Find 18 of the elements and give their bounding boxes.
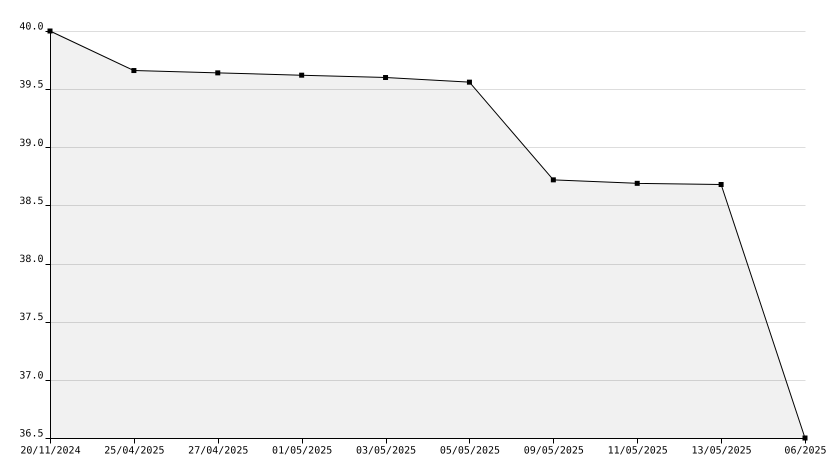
y-tick-label: 39.0: [19, 138, 44, 149]
x-tick-label: 25/04/2025: [104, 446, 164, 456]
y-tick-label: 39.5: [19, 80, 44, 91]
y-tick-label: 38.0: [19, 254, 44, 266]
x-tick-label: 05/05/2025: [440, 446, 500, 456]
x-tick-label: 27/04/2025: [188, 446, 248, 456]
y-tick-label: 38.5: [19, 196, 44, 207]
x-tick-label: 03/05/2025: [356, 446, 416, 456]
x-tick-label: 13/05/2025: [692, 446, 752, 456]
x-tick-label: 06/2025: [784, 446, 827, 456]
x-tick-label: 09/05/2025: [524, 446, 584, 456]
x-tick-label: 11/05/2025: [608, 446, 668, 456]
x-tick-label: 01/05/2025: [272, 446, 332, 456]
y-tick-label: 40.0: [19, 22, 44, 32]
y-tick-label: 36.5: [19, 428, 44, 440]
y-tick-label: 37.0: [19, 370, 44, 382]
y-tick-label: 37.5: [19, 312, 44, 324]
x-tick-label: 20/11/2024: [20, 446, 81, 456]
